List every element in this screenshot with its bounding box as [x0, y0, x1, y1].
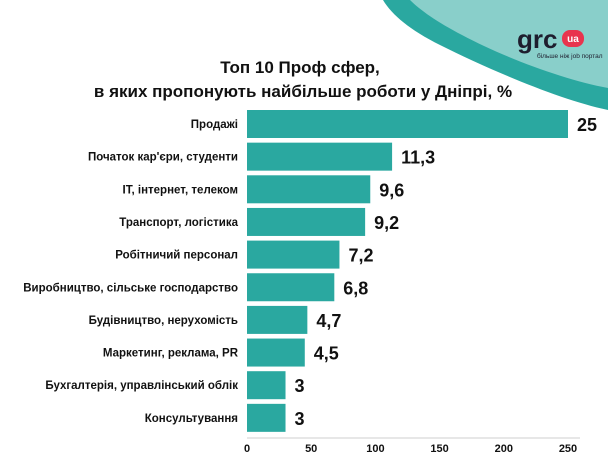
value-label-7: 4,5	[314, 344, 339, 364]
bars-layer	[247, 110, 568, 432]
value-label-6: 4,7	[316, 311, 341, 331]
value-labels: 25 11,3 9,6 9,27,2 6,84,7 4,5 3 3	[295, 115, 598, 429]
category-label-0: Продажі	[191, 119, 238, 131]
value-label-4: 7,2	[348, 246, 373, 266]
category-label-9: Консультування	[145, 413, 238, 425]
value-label-9: 3	[295, 409, 305, 429]
category-label-7: Маркетинг, реклама, PR	[103, 348, 239, 360]
category-label-1: Початок кар'єри, студенти	[88, 152, 238, 164]
value-label-1: 11,3	[401, 148, 435, 168]
logo-badge-text: ua	[567, 34, 579, 45]
bar-2	[247, 175, 371, 204]
x-tick-label-5: 250	[559, 443, 577, 455]
bar-3	[247, 207, 366, 236]
bar-9	[247, 403, 286, 432]
category-label-4: Робітничий персонал	[115, 250, 238, 262]
category-labels: Продажі Початок кар'єри, студенти IT, інте…	[23, 119, 238, 425]
brand-logo: grc ua більше ніж job портал	[517, 24, 603, 60]
bar-8	[247, 371, 286, 400]
bar-6	[247, 305, 308, 334]
bar-0	[247, 110, 568, 138]
bar-5	[247, 273, 335, 302]
x-axis: 0 50 100 150 200 250	[244, 437, 580, 455]
decorative-wave-light	[410, 0, 608, 88]
value-label-5: 6,8	[343, 278, 368, 298]
bar-7	[247, 338, 305, 367]
x-tick-label-2: 100	[366, 443, 384, 455]
category-label-2: IT, інтернет, телеком	[123, 184, 238, 196]
chart-title-line-1: Топ 10 Проф сфер,	[220, 58, 380, 77]
category-label-3: Транспорт, логістика	[119, 217, 238, 229]
chart-title-line-2: в яких пропонують найбільше роботи у Дні…	[94, 82, 512, 101]
category-label-5: Виробництво, сільське господарство	[23, 282, 238, 294]
logo-badge	[562, 30, 584, 47]
logo-text: grc	[517, 24, 557, 54]
x-tick-label-3: 150	[430, 443, 448, 455]
bar-1	[247, 142, 393, 171]
category-label-8: Бухгалтерія, управлінський облік	[45, 380, 238, 392]
category-label-6: Будівництво, нерухомість	[89, 315, 238, 327]
x-tick-label-1: 50	[305, 443, 317, 455]
value-label-3: 9,2	[374, 213, 399, 233]
value-label-0: 25	[577, 115, 597, 135]
logo-tagline: більше ніж job портал	[537, 52, 603, 60]
x-tick-label-4: 200	[495, 443, 513, 455]
value-label-2: 9,6	[379, 180, 404, 200]
bar-4	[247, 240, 340, 269]
x-tick-label-0: 0	[244, 443, 250, 455]
value-label-8: 3	[295, 376, 305, 396]
